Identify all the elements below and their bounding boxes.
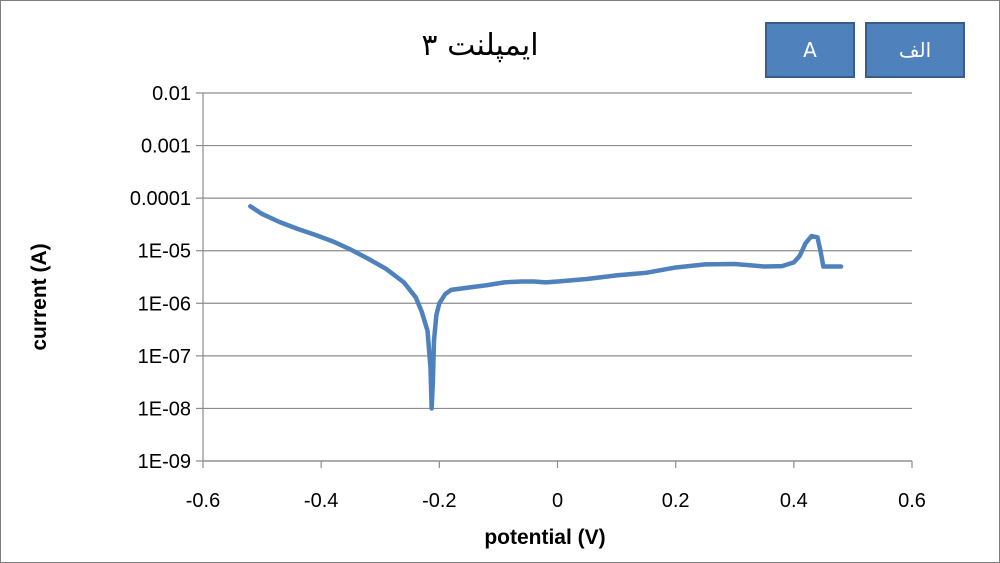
- chart-title: ایمپلنت ۳: [421, 28, 539, 63]
- y-tick-label: 1E-09: [138, 451, 191, 473]
- x-tick-label: -0.6: [186, 490, 220, 512]
- x-tick-label: 0: [552, 490, 563, 512]
- label-box-alef: الف: [865, 22, 965, 78]
- y-tick-label: 0.01: [152, 83, 191, 105]
- x-tick-label: 0.4: [780, 490, 808, 512]
- x-tick-label: -0.2: [422, 490, 456, 512]
- y-tick-label: 1E-06: [138, 293, 191, 315]
- y-tick-label: 1E-08: [138, 398, 191, 420]
- series-line: [248, 204, 844, 411]
- label-box-a: A: [765, 22, 855, 78]
- axes: [196, 92, 913, 468]
- y-tick-label: 1E-05: [138, 241, 191, 263]
- y-tick-labels: 1E-09 1E-08 1E-07 1E-06 1E-05 0.0001 0.001 0.01: [130, 83, 191, 473]
- x-tick-label: -0.4: [304, 490, 338, 512]
- x-axis-title: potential (V): [484, 526, 605, 549]
- y-axis-title: current (A): [28, 243, 51, 350]
- y-tick-label: 1E-07: [138, 346, 191, 368]
- y-tick-label: 0.001: [141, 136, 191, 158]
- y-tick-label: 0.0001: [130, 188, 191, 210]
- x-tick-label: 0.2: [662, 490, 690, 512]
- x-tick-labels: -0.6 -0.4 -0.2 0 0.2 0.4 0.6: [186, 490, 926, 512]
- grid-lines: [203, 92, 912, 462]
- series-layer: [248, 204, 844, 411]
- x-tick-label: 0.6: [898, 490, 926, 512]
